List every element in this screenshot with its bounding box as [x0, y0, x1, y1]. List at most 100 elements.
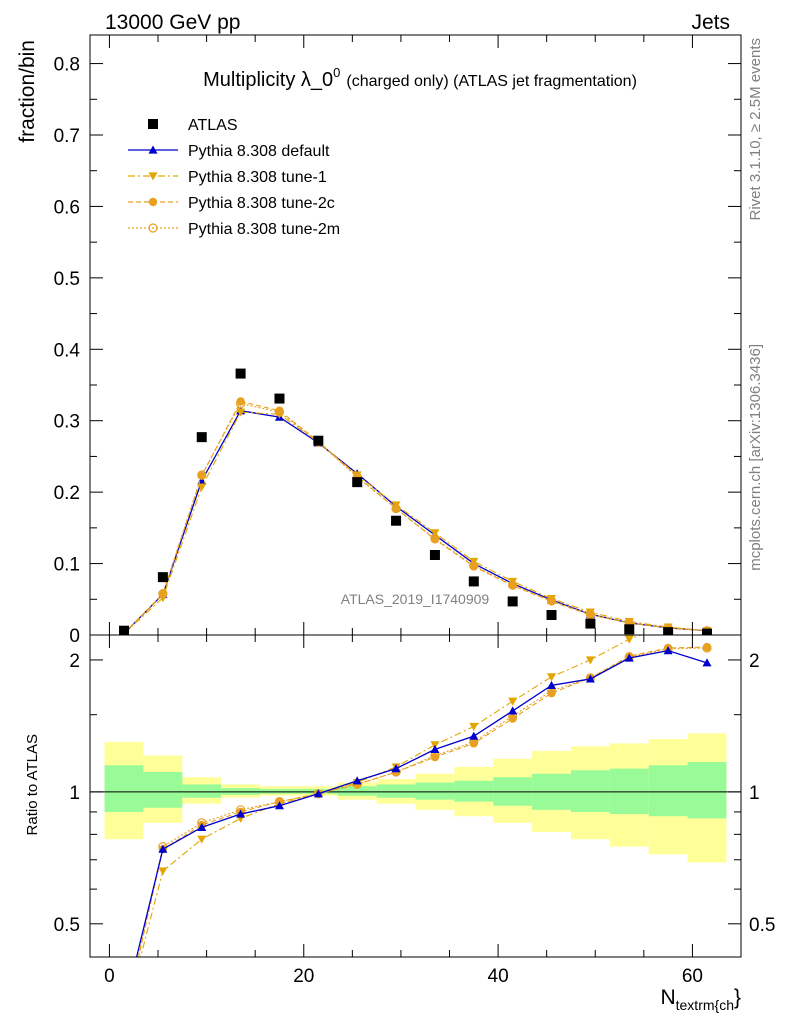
legend-label: Pythia 8.308 tune-2c: [188, 195, 335, 212]
main-series-line: [123, 411, 708, 634]
inner-band-bin: [648, 765, 688, 817]
x-axis-label-subscript: textrm{ch: [676, 997, 734, 1013]
main-data-point: [468, 576, 479, 587]
ratio-data-point: [469, 722, 479, 731]
ratio-data-point: [197, 835, 207, 844]
main-data-point: [429, 550, 440, 560]
main-data-point: [236, 397, 245, 406]
legend-label: Pythia 8.308 default: [188, 143, 330, 160]
inner-band-bin: [337, 786, 377, 796]
ratio-ytick-label-right: 1: [749, 783, 760, 804]
main-data-point: [585, 618, 596, 629]
main-data-point: [197, 483, 207, 492]
ratio-data-point: [120, 1017, 128, 1024]
ratio-plot-panel: 0.5 0.51 12 20 20 40 60: [54, 618, 775, 1024]
ratio-ytick-label-right: 0.5: [749, 915, 775, 936]
legend-label: Pythia 8.308 tune-1: [188, 169, 327, 186]
main-series-atlas: [119, 368, 712, 635]
main-data-point: [430, 535, 440, 544]
main-ylabel: fraction/bin: [16, 40, 39, 143]
main-data-point: [586, 610, 595, 620]
ratio-series-line: [137, 647, 708, 957]
rivet-version-label: Rivet 3.1.10, ≥ 2.5M events: [747, 38, 764, 221]
ratio-data-point: [702, 658, 712, 667]
inner-band-bin: [182, 784, 222, 798]
main-data-point: [157, 572, 168, 583]
x-axis-label-main: N: [660, 986, 675, 1009]
xtick-label: 40: [488, 966, 509, 987]
chart-title: Multiplicity λ_00 (charged only) (ATLAS j…: [203, 65, 637, 91]
main-data-point: [158, 588, 168, 599]
legend-entry: Pythia 8.308 tune-2c: [128, 195, 335, 212]
ratio-series-line: [135, 649, 708, 957]
legend-marker: [148, 145, 158, 154]
ratio-series-pythia-8-308-default: [135, 646, 712, 957]
inner-band-bin: [376, 784, 416, 798]
inner-band-bin: [104, 765, 144, 812]
ratio-data-point: [702, 618, 711, 626]
ratio-data-point: [197, 822, 207, 831]
main-data-point: [274, 407, 285, 417]
ratio-ytick-label-right: 2: [749, 651, 760, 672]
ratio-data-point: [313, 789, 323, 798]
main-data-point: [701, 628, 712, 635]
xtick-label: 60: [682, 966, 703, 987]
ratio-data-point: [430, 744, 440, 754]
ratio-series-line: [137, 646, 708, 957]
main-data-point: [274, 393, 285, 404]
ratio-data-point: [158, 844, 168, 853]
main-data-point: [585, 609, 595, 619]
main-data-point: [197, 471, 206, 480]
main-data-point: [352, 477, 363, 488]
legend-entry: Pythia 8.308 tune-2m: [128, 221, 340, 238]
legend-entry: ATLAS: [148, 117, 238, 134]
legend: ATLAS Pythia 8.308 default Pythia 8.308 tu…: [128, 117, 340, 238]
ratio-data-point: [624, 653, 634, 662]
main-data-point: [430, 529, 440, 538]
main-ytick-label: 0: [69, 626, 80, 647]
ratio-data-point: [391, 764, 401, 773]
ratio-data-point: [120, 1017, 129, 1024]
legend-marker: [148, 172, 158, 181]
ratio-data-point: [702, 643, 712, 653]
main-data-point: [313, 435, 324, 446]
ratio-data-point: [508, 697, 518, 706]
main-data-point: [119, 625, 130, 635]
ratio-data-point: [585, 674, 595, 683]
ratio-data-point: [547, 680, 557, 689]
main-data-point: [235, 368, 246, 379]
ratio-data-point: [547, 688, 556, 698]
main-ytick-label: 0.7: [54, 126, 80, 147]
main-ytick-label: 0.6: [54, 197, 80, 218]
inner-band-bin: [143, 772, 183, 808]
main-ytick-label: 0.8: [54, 55, 80, 76]
main-data-point: [508, 580, 518, 590]
main-data-point: [469, 561, 479, 571]
ratio-data-point: [624, 635, 634, 644]
x-axis-label: Ntextrm{ch}: [660, 986, 741, 1013]
legend-entry: Pythia 8.308 tune-1: [128, 169, 327, 186]
x-axis-label-trailing: }: [734, 986, 741, 1009]
ratio-data-point: [352, 776, 362, 785]
main-data-point: [391, 503, 401, 514]
xtick-label: 20: [293, 966, 314, 987]
chart-title-superscript: 0: [333, 65, 340, 80]
main-data-point: [430, 533, 440, 544]
main-plot-panel: 0 0.1 0.2 0.3 0.4 0.5 0.6 0.7 0.8 Multiplicity λ…: [54, 34, 742, 647]
main-data-point: [546, 610, 557, 620]
header-collision-label: 13000 GeV pp: [105, 11, 240, 34]
ratio-data-point: [274, 801, 284, 810]
ratio-data-point: [547, 673, 557, 682]
xtick-label: 0: [104, 966, 115, 987]
main-data-point: [236, 398, 246, 409]
ratio-data-point: [469, 731, 479, 740]
main-series-line: [123, 402, 708, 634]
ratio-ytick-label-left: 1: [69, 783, 80, 804]
ratio-ylabel: Ratio to ATLAS: [24, 734, 41, 835]
main-ytick-label: 0.4: [54, 340, 81, 361]
ratio-data-point: [120, 1017, 128, 1024]
inner-band-bin: [415, 782, 455, 800]
ratio-data-point: [508, 706, 518, 715]
ratio-ytick-label-left: 2: [69, 651, 80, 672]
